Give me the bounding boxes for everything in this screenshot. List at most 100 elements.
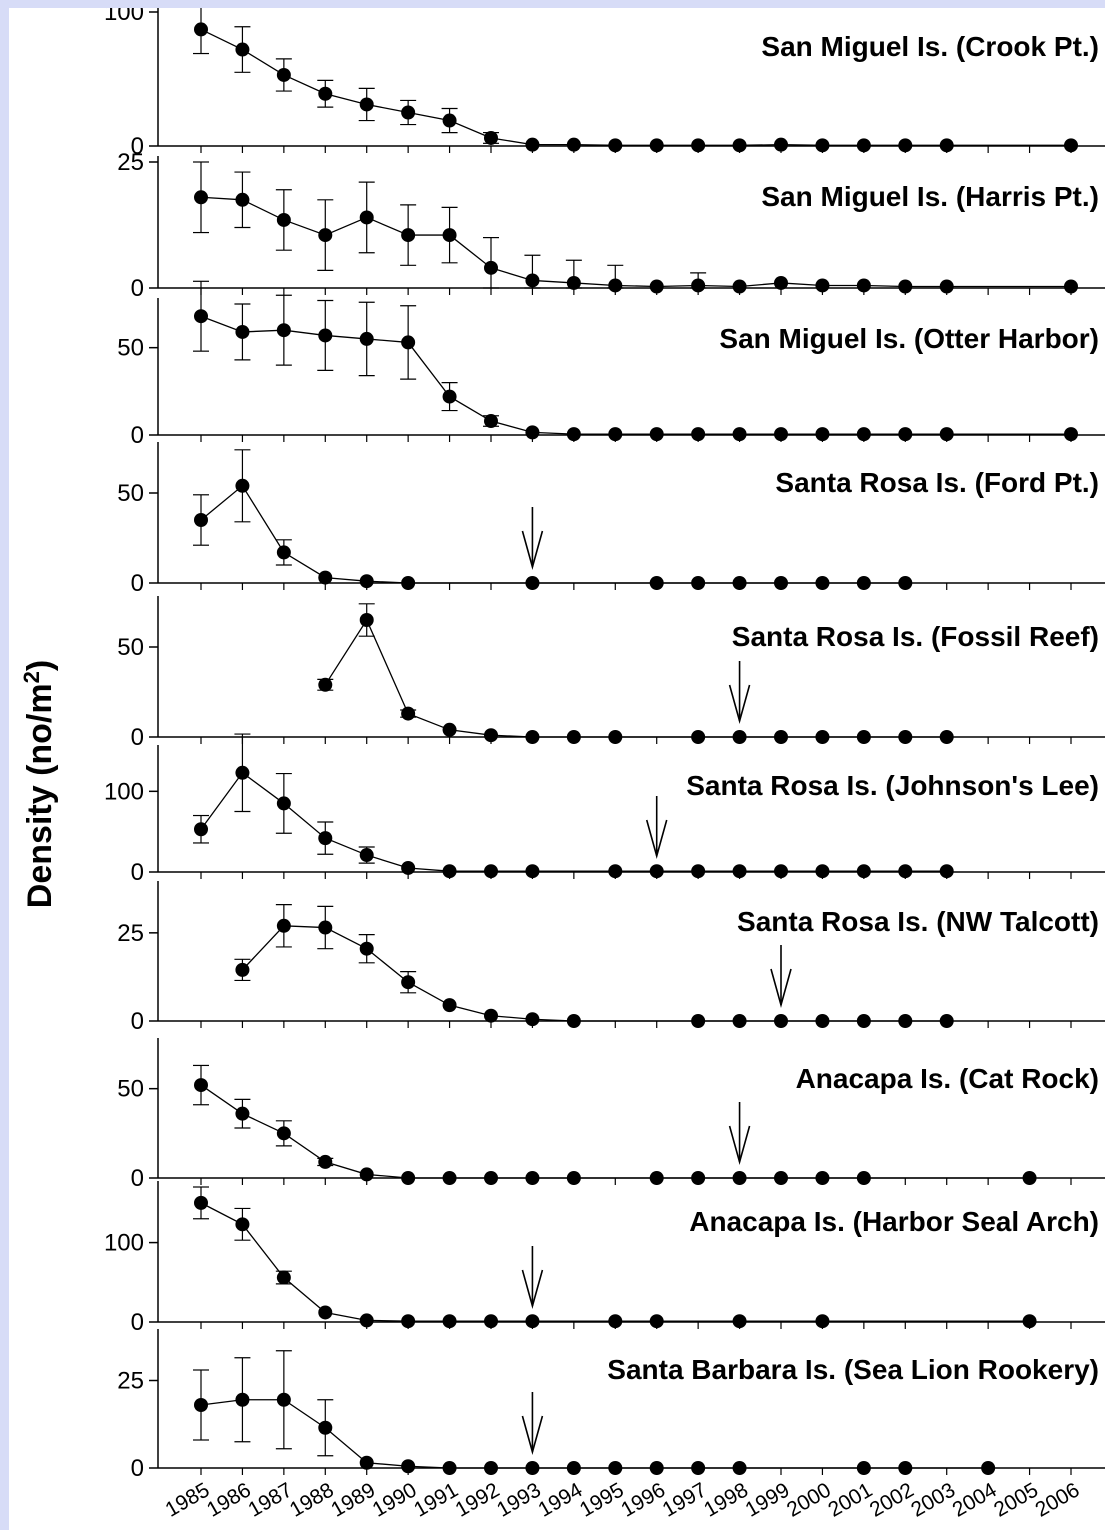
data-point (525, 137, 540, 152)
data-point (359, 848, 374, 863)
data-point (815, 864, 830, 879)
data-point (566, 275, 581, 290)
data-point (774, 1171, 788, 1185)
series-line (200, 1399, 989, 1469)
data-point (1064, 279, 1078, 294)
data-point (235, 1106, 250, 1121)
arrow-head (645, 819, 668, 859)
y-tick-label: 0 (131, 859, 144, 886)
data-point (732, 1461, 747, 1475)
y-tick-label: 0 (131, 1165, 144, 1192)
data-point (608, 138, 623, 153)
panel-title: San Miguel Is. (Crook Pt.) (761, 31, 1099, 62)
data-point (525, 1171, 540, 1185)
data-point (732, 576, 747, 590)
data-point (525, 864, 540, 879)
data-point (235, 42, 250, 57)
data-point (1022, 1314, 1037, 1329)
data-point (691, 138, 706, 153)
x-axis: 1985198619871988198919901991199219931994… (162, 1478, 1084, 1521)
data-point (359, 574, 374, 589)
panel-title: Santa Rosa Is. (NW Talcott) (737, 906, 1099, 937)
data-point (608, 427, 623, 442)
data-point (318, 677, 333, 692)
y-tick-label: 0 (131, 133, 144, 160)
data-point (649, 576, 664, 590)
data-point (608, 1314, 623, 1329)
data-point (815, 1314, 830, 1329)
data-point (442, 228, 457, 243)
data-point (359, 210, 374, 225)
data-point (815, 1171, 830, 1185)
data-point (401, 1171, 416, 1185)
data-point (235, 192, 250, 207)
panel-title: Santa Rosa Is. (Ford Pt.) (775, 467, 1099, 498)
data-point (898, 1014, 913, 1028)
data-point (566, 730, 581, 744)
data-point (194, 22, 208, 37)
data-point (359, 331, 374, 346)
y-tick-label: 50 (117, 480, 144, 507)
panel-4: 0 50 Santa Rosa Is. (Ford Pt.) (117, 442, 1105, 597)
data-point (898, 427, 913, 442)
data-point (649, 1461, 664, 1475)
data-point (401, 335, 416, 350)
data-point (898, 138, 913, 153)
data-point (235, 962, 250, 977)
data-point (939, 730, 954, 744)
data-point (898, 730, 913, 744)
y-tick-label: 25 (117, 920, 144, 947)
panel-8: 0 50 Anacapa Is. (Cat Rock) (117, 1038, 1105, 1192)
data-point (484, 1314, 498, 1329)
data-point (442, 1461, 457, 1475)
data-point (318, 1154, 333, 1169)
data-point (732, 427, 747, 442)
data-point (815, 1014, 830, 1028)
y-tick-label: 0 (131, 570, 144, 597)
data-point (194, 1398, 208, 1412)
panel-title: Santa Rosa Is. (Johnson's Lee) (686, 770, 1099, 801)
data-point (732, 864, 747, 879)
arrow-head (521, 530, 544, 570)
y-tick-label: 0 (131, 1008, 144, 1035)
data-point (276, 1126, 291, 1141)
data-point (525, 273, 540, 288)
data-point (525, 1012, 540, 1027)
data-point (608, 730, 623, 744)
y-tick-label: 25 (117, 149, 144, 176)
data-point (1022, 1171, 1037, 1185)
data-point (1064, 138, 1078, 153)
data-point (276, 1270, 291, 1285)
data-point (276, 323, 291, 338)
y-tick-label: 50 (117, 335, 144, 362)
data-point (235, 478, 250, 493)
panel-3: 0 50 San Miguel Is. (Otter Harbor) (117, 280, 1105, 449)
y-tick-label: 100 (104, 8, 144, 26)
data-point (649, 1171, 664, 1185)
arrow-head (728, 684, 751, 724)
data-point (525, 730, 540, 744)
data-point (276, 918, 291, 933)
data-point (276, 212, 291, 227)
data-point (691, 576, 706, 590)
data-point (359, 1455, 374, 1470)
data-point (732, 1314, 747, 1329)
data-point (856, 427, 871, 442)
data-point (359, 941, 374, 956)
data-point (194, 1195, 208, 1210)
y-axis-title: Density (no/m2) (19, 660, 59, 908)
y-tick-label: 0 (131, 724, 144, 751)
panel-title: Anacapa Is. (Harbor Seal Arch) (689, 1206, 1099, 1237)
arrow-head (521, 1415, 544, 1455)
data-point (318, 328, 333, 343)
data-point (484, 728, 498, 743)
panel-1: 0 100 San Miguel Is. (Crook Pt.) (104, 8, 1105, 160)
data-point (608, 864, 623, 879)
panel-10: 0 25 Santa Barbara Is. (Sea Lion Rookery) (117, 1329, 1105, 1482)
y-axis-title-main: Density (no/m (21, 683, 59, 908)
data-point (856, 864, 871, 879)
panel-7: 0 25 Santa Rosa Is. (NW Talcott) (117, 881, 1105, 1035)
data-point (235, 324, 250, 339)
data-point (484, 864, 498, 879)
